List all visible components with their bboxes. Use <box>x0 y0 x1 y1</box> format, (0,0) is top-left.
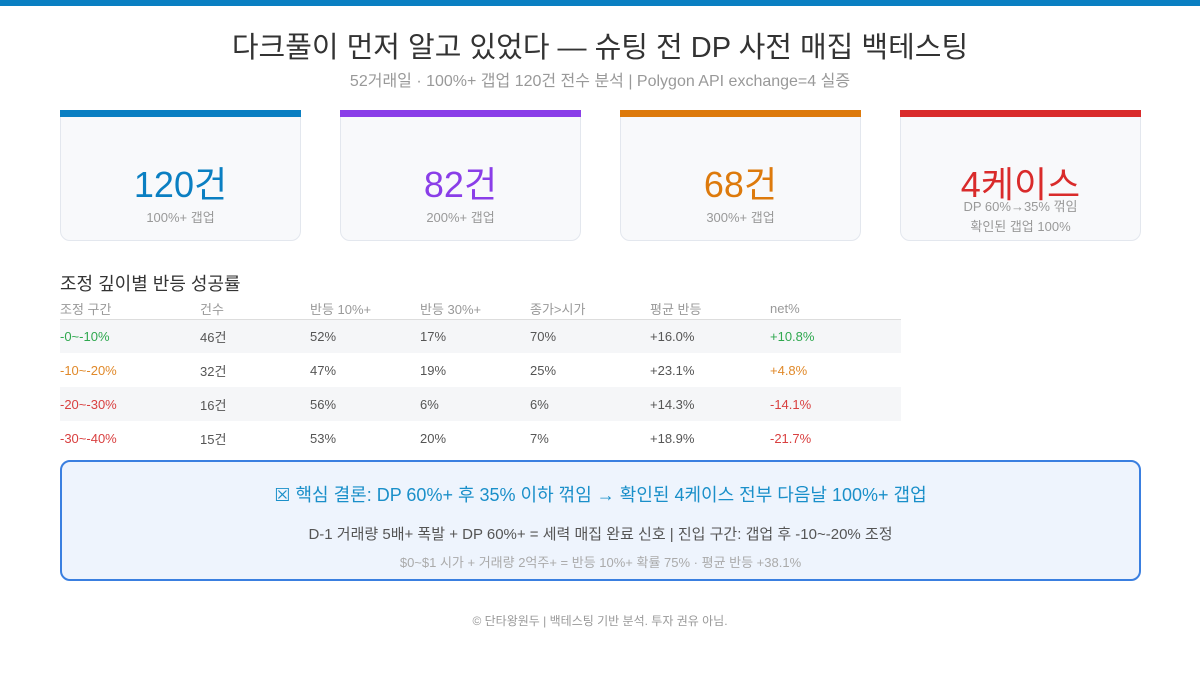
column-header: 종가>시가 <box>530 298 650 320</box>
stat-card: 68건 300%+ 갭업 <box>620 110 861 241</box>
table-cell: 32건 <box>200 363 227 379</box>
stat-card: 120건 100%+ 갭업 <box>60 110 301 241</box>
table-cell: 19% <box>420 362 447 378</box>
table-cell: -20~-30% <box>60 387 200 421</box>
table-cell: -21.7% <box>770 430 812 446</box>
card-accent <box>620 110 861 117</box>
card-value: 120건 <box>133 164 228 205</box>
table-row: -10~-20% 32건 47% 19% 25% +23.1% +4.8% <box>60 353 901 387</box>
table-cell: +4.8% <box>770 362 808 378</box>
card-label: 100%+ 갭업 <box>61 208 300 228</box>
card-label: 300%+ 갭업 <box>621 208 860 228</box>
table-cell: -0~-10% <box>60 319 200 353</box>
table-row: -20~-30% 16건 56% 6% 6% +14.3% -14.1% <box>60 387 901 421</box>
table-cell: +16.0% <box>650 319 770 353</box>
table-cell: 70% <box>530 319 650 353</box>
table-cell: 47% <box>310 362 337 378</box>
card-value: 82건 <box>423 164 498 205</box>
table-cell: 20% <box>420 430 447 446</box>
table-cell: 56% <box>310 387 420 421</box>
conclusion-line: D-1 거래량 5배+ 폭발 + DP 60%+ = 세력 매집 완료 신호 |… <box>308 526 893 543</box>
table-cell: 53% <box>310 430 337 446</box>
conclusion-title: ☒ 핵심 결론: DP 60%+ 후 35% 이하 꺾임 → 확인된 4케이스 … <box>274 485 927 505</box>
table-cell: 16건 <box>200 387 310 421</box>
table-cell: 17% <box>420 319 530 353</box>
table-cell: 25% <box>530 362 557 378</box>
table-cell: +10.8% <box>770 319 901 353</box>
table-body: -0~-10% 46건 52% 17% 70% +16.0% +10.8% -10~-20% 3… <box>60 319 901 455</box>
table-cell: -30~-40% <box>60 430 117 446</box>
column-header: 평균 반등 <box>650 298 770 320</box>
section-title: 조정 깊이별 반등 성공률 <box>60 274 241 294</box>
table-cell: +14.3% <box>650 387 770 421</box>
table-cell: 15건 <box>200 431 227 447</box>
table-cell: -14.1% <box>770 387 901 421</box>
top-bar <box>0 0 1200 6</box>
footer: © 단타왕원두 | 백테스팅 기반 분석. 투자 권유 아님. <box>472 614 728 628</box>
table-cell: 52% <box>310 319 420 353</box>
column-header: net% <box>770 298 901 320</box>
card-label-line: 100%+ 갭업 <box>146 210 215 225</box>
conclusion-box: ☒ 핵심 결론: DP 60%+ 후 35% 이하 꺾임 → 확인된 4케이스 … <box>60 460 1141 581</box>
subtitle: 52거래일 · 100%+ 갭업 120건 전수 분석 | Polygon AP… <box>349 73 851 90</box>
column-header: 반등 10%+ <box>310 298 420 320</box>
card-value: 4케이스 <box>960 164 1081 205</box>
card-label: 200%+ 갭업 <box>341 208 580 228</box>
table-cell: 6% <box>420 387 530 421</box>
table-row: -30~-40% 15건 53% 20% 7% +18.9% -21.7% <box>60 421 901 455</box>
table-cell: +23.1% <box>650 362 695 378</box>
table-cell: 6% <box>530 387 650 421</box>
column-header: 조정 구간 <box>60 298 200 320</box>
card-label-line: DP 60%→35% 꺾임 <box>963 199 1078 214</box>
column-header: 반등 30%+ <box>420 298 530 320</box>
title: 다크풀이 먼저 알고 있었다 — 슈팅 전 DP 사전 매집 백테스팅 <box>231 32 969 64</box>
conclusion-note: $0~$1 시가 + 거래량 2억주+ = 반등 10%+ 확률 75% · 평… <box>399 555 802 570</box>
card-value: 68건 <box>703 164 778 205</box>
card-accent <box>60 110 301 117</box>
table-cell: +18.9% <box>650 430 695 446</box>
table-cell: 46건 <box>200 319 310 353</box>
card-accent <box>900 110 1141 117</box>
column-header: 건수 <box>200 298 310 320</box>
stat-card: 82건 200%+ 갭업 <box>340 110 581 241</box>
table: 조정 구간 건수 반등 10%+ 반등 30%+ 종가>시가 평균 반등 net% -0~-1… <box>60 298 901 455</box>
table-cell: 7% <box>530 430 549 446</box>
card-label-line: 확인된 갭업 100% <box>970 219 1071 234</box>
card-accent <box>340 110 581 117</box>
table-cell: -10~-20% <box>60 362 117 378</box>
card-label-line: 300%+ 갭업 <box>706 210 775 225</box>
card-label-line: 200%+ 갭업 <box>426 210 495 225</box>
table-row: -0~-10% 46건 52% 17% 70% +16.0% +10.8% <box>60 319 901 353</box>
header-row: 조정 구간 건수 반등 10%+ 반등 30%+ 종가>시가 평균 반등 net% <box>60 298 901 320</box>
